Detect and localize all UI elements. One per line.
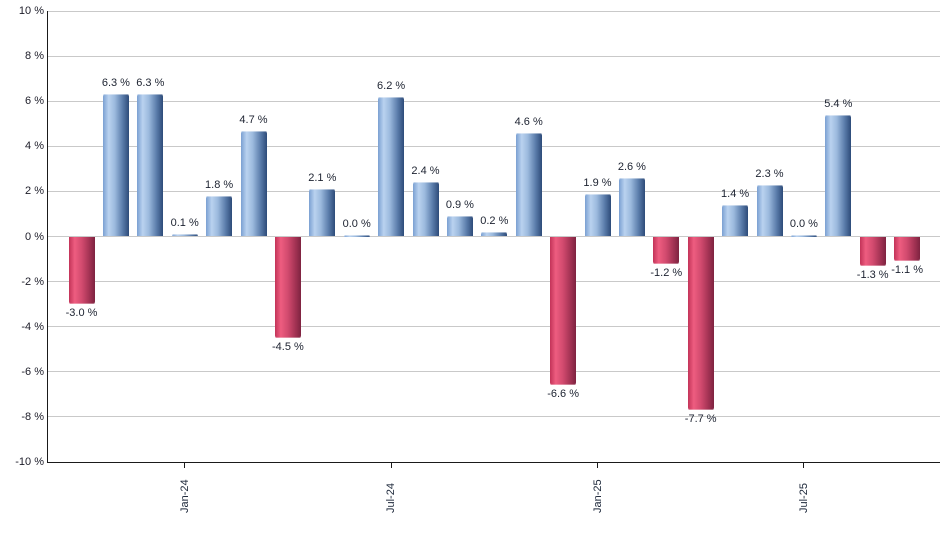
bar-value-label: 0.2 % <box>480 214 509 227</box>
y-axis-tick-label: 6 % <box>25 95 44 108</box>
y-axis-tick-label: -6 % <box>21 365 44 378</box>
bar-value-label: 2.4 % <box>411 165 440 178</box>
bar <box>309 189 336 237</box>
bar <box>790 235 817 237</box>
gridline <box>48 190 940 192</box>
x-axis-tick <box>184 462 186 468</box>
gridline <box>48 281 940 283</box>
bar <box>859 236 886 266</box>
bar-value-label: -1.2 % <box>650 266 683 279</box>
y-axis-tick-label: 4 % <box>25 140 44 153</box>
gridline <box>48 236 940 237</box>
bar <box>687 236 714 411</box>
bar <box>618 177 645 237</box>
bar <box>481 231 508 237</box>
bar <box>68 236 95 305</box>
bar <box>412 182 439 237</box>
bar-value-label: -4.5 % <box>271 340 304 353</box>
bar <box>722 204 749 237</box>
gridline <box>48 145 940 147</box>
bar-value-label: 2.3 % <box>755 167 784 180</box>
bar-value-label: 5.4 % <box>824 97 853 110</box>
bar-value-label: 1.9 % <box>583 176 612 189</box>
bar-value-label: -1.1 % <box>891 264 923 277</box>
y-axis-tick-label: -2 % <box>21 275 44 288</box>
bar <box>550 236 577 386</box>
bar <box>584 193 611 237</box>
gridline <box>48 326 940 328</box>
x-axis-tick-label: Jul-24 <box>385 483 398 513</box>
bar <box>446 216 473 237</box>
y-axis-tick-label: -8 % <box>21 410 44 423</box>
bar-value-label: 2.1 % <box>308 172 337 185</box>
x-axis-tick <box>803 462 805 468</box>
x-axis-tick-label: Jan-25 <box>591 479 604 513</box>
bar-value-label: 0.0 % <box>789 218 818 230</box>
y-axis-tick-label: 8 % <box>25 50 44 63</box>
bar <box>137 94 164 237</box>
x-axis-tick-label: Jul-25 <box>797 483 810 513</box>
y-axis-tick-label: 10 % <box>18 5 44 17</box>
bar-value-label: 0.1 % <box>170 217 199 230</box>
bar-value-label: -1.3 % <box>856 268 889 281</box>
gridline <box>48 371 940 373</box>
y-axis-tick-label: 2 % <box>25 185 44 198</box>
gridline <box>48 100 940 102</box>
bar-value-label: 6.2 % <box>377 79 406 92</box>
y-axis-line <box>47 11 48 463</box>
bar-value-label: 0.9 % <box>445 199 474 212</box>
bar-value-label: 6.3 % <box>101 77 130 90</box>
bar-value-label: 1.8 % <box>205 178 234 191</box>
bar <box>171 234 198 237</box>
bar-value-label: 1.4 % <box>721 187 750 200</box>
bar <box>825 114 852 237</box>
bar <box>102 94 129 237</box>
gridline <box>48 55 940 57</box>
bar <box>894 236 921 262</box>
gridline <box>48 416 940 418</box>
gridline <box>48 10 940 12</box>
bar <box>343 235 370 237</box>
bar-value-label: 4.7 % <box>239 113 268 126</box>
bar <box>515 132 542 237</box>
bar-value-label: -7.7 % <box>684 413 717 426</box>
y-axis-tick-label: -4 % <box>21 320 44 333</box>
bar-value-label: 0.0 % <box>342 218 371 230</box>
bar-value-label: 2.6 % <box>617 160 646 173</box>
bar-value-label: -3.0 % <box>65 307 98 320</box>
y-axis-tick-label: -10 % <box>15 456 44 468</box>
bar <box>378 96 405 237</box>
bar-value-label: -6.6 % <box>547 388 579 401</box>
bar <box>274 236 301 338</box>
bar <box>653 236 680 264</box>
x-axis-tick-label: Jan-24 <box>178 479 191 513</box>
bar-value-label: 4.6 % <box>514 115 543 128</box>
bar <box>756 184 783 237</box>
bar-value-label: 6.3 % <box>136 77 165 90</box>
bar <box>240 130 267 237</box>
y-axis-tick-label: 0 % <box>25 230 44 243</box>
x-axis-tick <box>597 462 598 468</box>
x-axis-tick <box>390 462 392 468</box>
x-axis-line <box>47 462 940 463</box>
bar <box>206 195 233 237</box>
